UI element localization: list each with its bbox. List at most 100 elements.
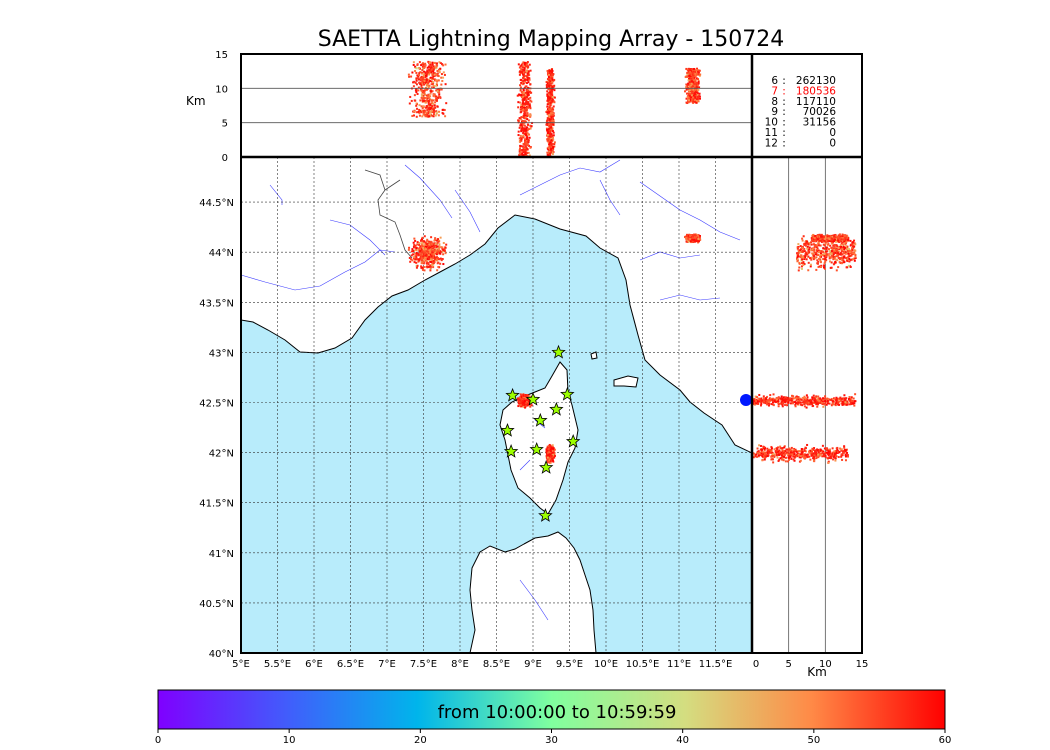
lightning-point [434,258,437,261]
lightning-point [695,237,698,240]
lightning-point-alt-lat [837,450,840,453]
lightning-point-lon-alt [413,80,416,83]
lightning-point [520,400,523,403]
lightning-point-alt-lat [843,261,846,264]
lightning-point-alt-lat [843,445,846,448]
lightning-point-alt-lat [773,454,776,457]
lightning-point-alt-lat [816,259,819,262]
lightning-point-alt-lat [766,452,769,455]
stat-count: 31156 [803,117,837,129]
lightning-point-alt-lat [754,455,757,458]
lightning-point-lon-alt [526,69,529,72]
lightning-point-lon-alt [418,61,421,64]
lightning-point-lon-alt [437,91,440,94]
lightning-point-alt-lat [812,401,815,404]
lightning-point-lon-alt [433,95,436,98]
lightning-point-alt-lat [787,401,790,404]
lightning-point-lon-alt [689,70,692,73]
lightning-point-lon-alt [436,105,439,108]
lightning-point [421,257,424,260]
lightning-point-lon-alt [426,66,429,69]
lightning-point-lon-alt [519,149,522,152]
lightning-point-lon-alt [546,111,549,114]
lightning-point [430,259,433,262]
lightning-point-lon-alt [522,79,525,82]
lightning-point-lon-alt [526,61,529,64]
lightning-point-lon-alt [551,136,554,139]
lightning-point-lon-alt [526,72,529,75]
lightning-point-alt-lat [836,446,839,449]
lightning-point-alt-lat [781,458,784,461]
lightning-point-alt-lat [759,454,762,457]
lightning-point [442,263,445,266]
lightning-point-lon-alt [551,84,554,87]
lightning-point [550,448,553,451]
lightning-point-alt-lat [812,258,815,261]
lightning-point-lon-alt [529,124,532,127]
lightning-point [545,451,548,454]
lightning-point-lon-alt [529,83,532,86]
lightning-point-lon-alt [520,129,523,132]
lightning-point-alt-lat [815,457,818,460]
lightning-point-alt-lat [823,447,826,450]
lightning-point-alt-lat [805,406,808,409]
lightning-point-alt-lat [811,256,814,259]
lightning-point-lon-alt [527,123,530,126]
lightning-point-lon-alt [550,94,553,97]
lightning-point-lon-alt [551,151,554,154]
lightning-point [696,239,699,242]
lightning-point-lon-alt [526,91,529,94]
stat-count: 0 [829,137,836,149]
lightning-point-alt-lat [801,256,804,259]
lightning-point-alt-lat [838,403,841,406]
lightning-point-alt-lat [785,448,788,451]
lightning-point-alt-lat [774,401,777,404]
altitude-tick-label: 5 [222,119,228,130]
lightning-point [429,253,432,256]
lightning-point-lon-alt [428,106,431,109]
lightning-point-alt-lat [818,401,821,404]
lightning-point-alt-lat [764,397,767,400]
lightning-point [428,241,431,244]
lightning-point-lon-alt [435,67,438,70]
lat-tick-label: 44.5°N [199,198,234,209]
altitude-unit-label: Km [186,94,206,108]
lightning-point-lon-alt [439,96,442,99]
lightning-point-lon-alt [433,66,436,69]
lightning-point-alt-lat [807,269,810,272]
lightning-point-lon-alt [526,138,529,141]
lightning-point-alt-lat [821,455,824,458]
lightning-point-lon-alt [522,88,525,91]
lightning-point-lon-alt [414,70,417,73]
lightning-point-lon-alt [523,61,526,64]
lightning-point-lon-alt [552,138,555,141]
lightning-point-lon-alt [521,66,524,69]
lightning-point-alt-lat [817,251,820,254]
lightning-point-lon-alt [521,122,524,125]
lightning-point-alt-lat [807,401,810,404]
lightning-point-lon-alt [548,118,551,121]
lightning-point-lon-alt [524,143,527,146]
lightning-point-lon-alt [424,80,427,83]
lightning-point [553,448,556,451]
lightning-point [432,251,435,254]
lightning-point-lon-alt [426,84,429,87]
lightning-point-lon-alt [526,126,529,129]
lightning-point-lon-alt [525,64,528,67]
lightning-point-alt-lat [764,451,767,454]
lightning-point-alt-lat [827,248,830,251]
lightning-point-alt-lat [844,455,847,458]
lightning-point-lon-alt [518,153,521,156]
lightning-point [422,253,425,256]
lightning-point-alt-lat [827,451,830,454]
lightning-point-alt-lat [761,453,764,456]
lightning-point-lon-alt [436,64,439,67]
lightning-point-alt-lat [839,253,842,256]
lightning-point-lon-alt [548,97,551,100]
lightning-point-lon-alt [549,124,552,127]
lightning-point-lon-alt [524,85,527,88]
stat-separator: : [782,75,786,87]
lightning-point-alt-lat [757,455,760,458]
lightning-point-lon-alt [525,96,528,99]
lightning-point-alt-lat [754,401,757,404]
